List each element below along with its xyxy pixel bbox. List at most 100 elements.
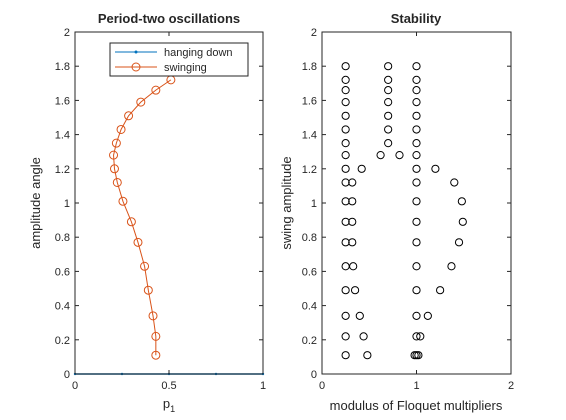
swinging-point [133,237,143,247]
floquet-multiplier-point [384,98,393,107]
floquet-multiplier-point [454,238,464,247]
right-plot-ytick-label: 0.2 [302,335,317,347]
floquet-multiplier-point [412,262,421,271]
floquet-multiplier-point [341,217,350,226]
floquet-multiplier-point [431,164,440,173]
right-plot-ytick-label: 0.4 [302,301,317,313]
swinging-point [140,261,150,271]
left-plot-ytick-label: 1.6 [55,95,70,107]
left-plot-ylabel: amplitude angle [28,157,43,249]
floquet-multiplier-point [412,197,421,206]
floquet-multiplier-point [458,217,467,226]
floquet-multiplier-point [384,111,393,120]
floquet-multiplier-point [341,197,350,206]
floquet-multiplier-point [412,86,421,95]
left-plot-ytick-label: 0.8 [55,232,70,244]
floquet-multiplier-point [348,217,357,226]
left-plot-xtick-label: 0 [72,380,78,392]
right-plot-ytick-label: 1.2 [302,164,317,176]
floquet-multiplier-point [384,125,393,134]
floquet-multiplier-point [341,286,350,295]
right-plot-series [341,62,467,360]
right-plot-ytick-label: 0.8 [302,232,317,244]
right-plot-ytick-label: 1.8 [302,61,317,73]
left-plot-xtick-label: 0.5 [161,380,176,392]
right-plot-xlabel: modulus of Floquet multipliers [330,398,503,413]
legend: hanging down swinging [109,42,249,77]
swinging-line [113,79,172,356]
swinging-point [151,85,161,95]
floquet-multiplier-point [412,139,421,148]
floquet-multiplier-point [436,286,445,295]
left-plot-area [75,32,263,374]
left-plot-ytick-label: 1 [64,198,70,210]
left-plot-ytick-label: 0.6 [55,266,70,278]
swinging-point [109,150,119,160]
right-plot-xtick-label: 0 [319,380,325,392]
floquet-multiplier-point [412,125,421,134]
floquet-multiplier-point [412,238,421,247]
floquet-multiplier-point [423,311,432,320]
floquet-multiplier-point [341,75,350,84]
floquet-multiplier-point [350,286,360,295]
right-plot-ticks: 0 1 2 0 0.2 0.4 0.6 0.8 1 1.2 1.4 1.6 1.8 2 [302,27,514,392]
floquet-multiplier-point [412,75,421,84]
floquet-multiplier-point [412,164,421,173]
floquet-multiplier-point [341,164,350,173]
floquet-multiplier-point [341,151,350,160]
floquet-multiplier-point [412,62,421,71]
floquet-multiplier-point [341,98,350,107]
swinging-point [118,196,128,206]
right-plot-ytick-label: 1 [311,198,317,210]
floquet-multiplier-point [341,125,350,134]
right-plot-ylabel: swing amplitude [279,156,294,249]
floquet-multiplier-point [363,351,372,360]
left-plot-xlabel-subscript: 1 [170,404,175,414]
swinging-point [151,350,161,360]
legend-box [109,42,249,77]
floquet-multiplier-point [384,62,393,71]
swinging-point [111,138,121,148]
swinging-point [109,164,119,174]
swinging-point [136,97,146,107]
swinging-point [148,311,158,321]
floquet-multiplier-point [384,75,393,84]
swinging-point [116,124,126,134]
swinging-point [151,331,161,341]
floquet-multiplier-point [412,217,421,226]
swinging-point [143,285,153,295]
right-plot-ytick-label: 1.6 [302,95,317,107]
floquet-multiplier-point [412,151,421,160]
floquet-multiplier-point [412,311,421,320]
legend-marker-swinging [131,62,141,72]
floquet-multiplier-point [376,151,385,160]
right-plot-ytick-label: 1.4 [302,130,317,142]
right-plot-area [322,32,511,374]
left-plot-xtick-label: 1 [260,380,266,392]
floquet-multiplier-point [341,238,350,247]
floquet-multiplier-point [341,351,350,360]
floquet-multiplier-point [450,178,459,187]
left-plot-ytick-label: 1.2 [55,164,70,176]
swinging-point [112,177,122,187]
left-plot-ticks: 0 0.5 1 0 0.2 0.4 0.6 0.8 1 1.2 1.4 1.6 1.8 2 [55,27,266,392]
floquet-multiplier-point [348,197,357,206]
floquet-multiplier-point [447,262,456,271]
right-plot-ytick-label: 2 [311,27,317,39]
floquet-multiplier-point [416,332,425,341]
left-plot-xlabel-main: p [163,396,170,411]
swinging-point [124,111,134,121]
floquet-multiplier-point [348,238,357,247]
floquet-multiplier-point [384,139,393,148]
right-plot-ytick-label: 0 [311,369,317,381]
floquet-multiplier-point [341,178,350,187]
right-plot: 0 1 2 0 0.2 0.4 0.6 0.8 1 1.2 1.4 1.6 1.8 2 Stability… [279,11,514,413]
floquet-multiplier-point [359,332,368,341]
floquet-multiplier-point [341,311,350,320]
floquet-multiplier-point [357,164,366,173]
floquet-multiplier-point [341,86,350,95]
floquet-multiplier-point [457,197,466,206]
right-plot-title: Stability [391,11,442,26]
left-plot: 0 0.5 1 0 0.2 0.4 0.6 0.8 1 1.2 1.4 1.6 1.8 2 Period-… [28,11,266,414]
left-plot-ytick-label: 0 [64,369,70,381]
